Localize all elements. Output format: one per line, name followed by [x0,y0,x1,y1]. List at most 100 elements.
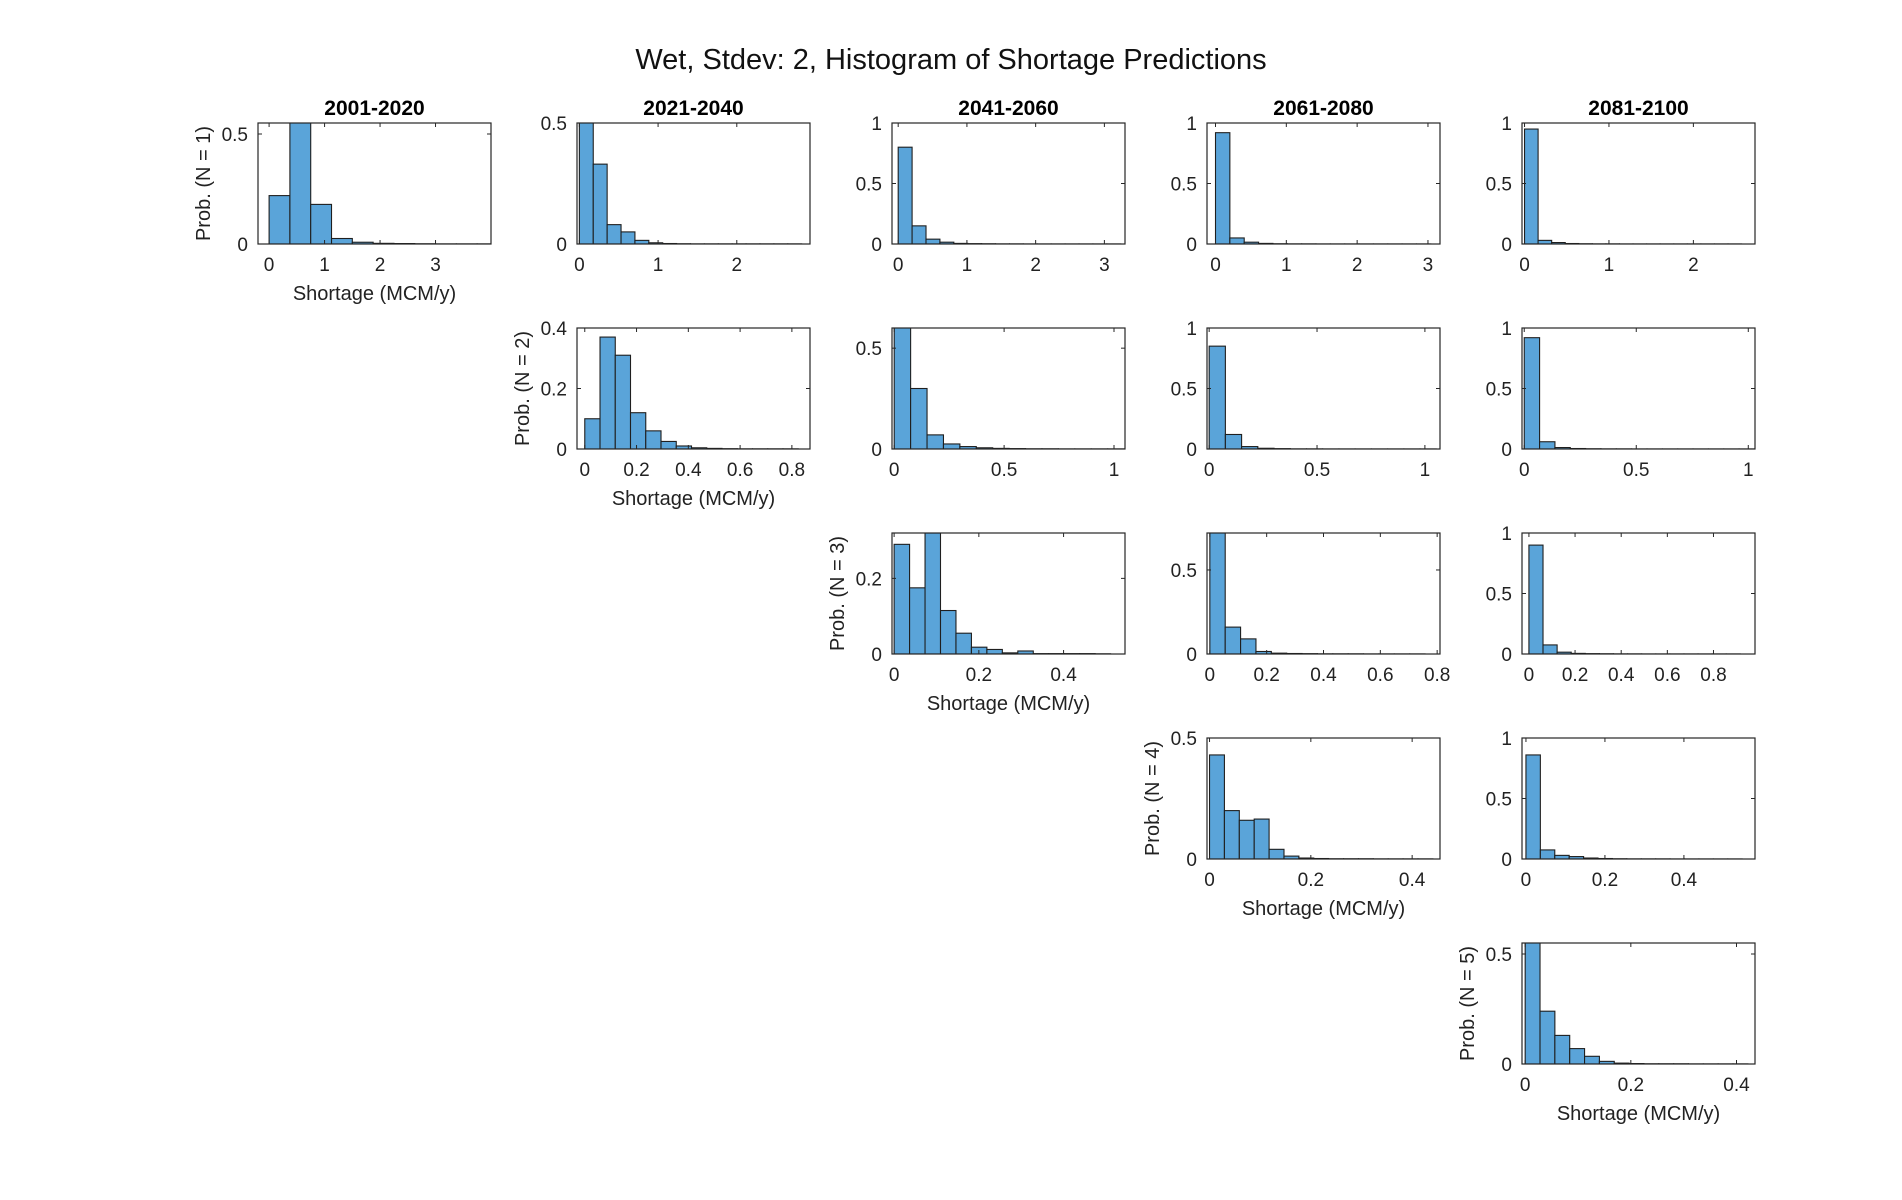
x-tick-label: 1 [962,255,973,276]
x-tick-label: 0.4 [1399,870,1426,891]
x-tick-label: 1 [319,255,330,276]
histogram-bar [1208,345,1226,449]
subplot-title: 2021-2040 [643,97,743,120]
y-tick-label: 0.4 [541,319,568,340]
bars [578,123,803,244]
y-tick-label: 0.5 [1486,380,1512,401]
y-tick-label: 1 [871,114,882,135]
x-tick-label: 0 [1210,255,1221,276]
x-tick-label: 0.6 [1367,665,1393,686]
y-tick-label: 0.5 [541,114,567,135]
y-axis-label: Prob. (N = 3) [827,536,849,651]
x-tick-label: 0 [574,255,585,276]
histogram-bar [1253,818,1270,859]
subplot-r4-c5: 0 0.2 0.4 0 0.5 1 [1486,729,1756,891]
x-tick-label: 3 [1423,255,1434,276]
bars [1523,128,1743,244]
subplot-title: 2001-2020 [324,97,424,120]
histogram-bar [1214,132,1231,244]
x-axis-label: Shortage (MCM/y) [1557,1103,1720,1125]
x-tick-label: 0.4 [1310,665,1337,686]
histogram-bar [330,237,353,244]
y-tick-label: 0 [1501,850,1512,871]
y-axis-label: Prob. (N = 5) [1457,946,1479,1061]
histogram-bar [1209,533,1226,654]
subplot-title: 2081-2100 [1588,97,1688,120]
histogram-bar [942,443,961,449]
histogram-bar [924,533,942,654]
x-tick-label: 0 [1520,1075,1531,1096]
x-tick-label: 0.5 [1623,460,1649,481]
x-tick-label: 2 [375,255,386,276]
subplot-r3-c5: 0 0.2 0.4 0.6 0.8 0 0.5 1 [1486,524,1756,686]
subplot-r1-c5: 0 1 2 0 0.5 1 2081-2100 [1486,97,1756,276]
bars [584,336,799,449]
y-tick-label: 1 [1186,114,1197,135]
histogram-bar [1238,819,1255,859]
histogram-bar [592,163,608,244]
x-tick-label: 2 [1352,255,1363,276]
axes-frame [576,122,811,245]
y-tick-label: 0.5 [856,339,882,360]
y-tick-label: 0.5 [1171,729,1197,750]
y-tick-label: 1 [1186,319,1197,340]
histogram-bar [939,609,957,654]
histogram-bar [955,632,972,654]
axes-frame [1206,327,1441,450]
bars [893,533,1112,654]
bars [893,328,1125,449]
x-tick-label: 0.2 [1618,1075,1644,1096]
x-axis-label: Shortage (MCM/y) [293,283,456,305]
histogram-bar [1539,1010,1556,1064]
axes-frame [891,122,1126,245]
subplot-title: 2041-2060 [958,97,1058,120]
histogram-bar [1528,544,1544,654]
histogram-bar [986,648,1003,654]
axes-frame [891,532,1126,655]
y-tick-label: 0 [1501,1055,1512,1076]
x-tick-label: 0.2 [1562,665,1588,686]
x-tick-label: 0.2 [1253,665,1279,686]
histogram-bar [1524,943,1541,1064]
y-tick-label: 0 [1501,235,1512,256]
subplot-r5-c5: 0 0.2 0.4 0 0.5 Shortage (MCM/y) Prob. (N = 5) [1457,942,1756,1125]
histogram-bar [925,238,941,244]
x-tick-label: 0.5 [991,460,1017,481]
y-tick-label: 0.5 [1486,790,1512,811]
histogram-bar [1584,1055,1600,1064]
y-tick-label: 0 [1501,440,1512,461]
subplot-r3-c4: 0 0.2 0.4 0.6 0.8 0 0.5 [1171,532,1450,686]
y-tick-label: 1 [1501,729,1512,750]
histogram-bar [289,123,312,244]
histogram-bar [1208,754,1225,859]
bars [1214,132,1432,244]
x-tick-label: 0.2 [1592,870,1618,891]
subplot-r2-c4: 0 0.5 1 0 0.5 1 [1171,319,1441,481]
y-tick-label: 0 [1186,850,1197,871]
subplot-r3-c3: 0 0.2 0.4 0 0.2 Shortage (MCM/y) Prob. (N = 3) [827,532,1126,715]
histogram-bar [660,440,677,449]
histogram-bar [1223,810,1240,859]
histogram-bar [1542,644,1558,654]
axes-frame [1206,737,1441,860]
bars [1209,533,1426,654]
bars [897,146,1122,244]
x-tick-label: 2 [1688,255,1699,276]
histogram-bar [1539,849,1556,859]
y-axis-label: Prob. (N = 1) [193,126,215,241]
y-tick-label: 0 [871,440,882,461]
subplot-title: 2061-2080 [1273,97,1373,120]
axes-frame [1206,532,1441,655]
subplot-r4-c4: 0 0.2 0.4 0 0.5 Shortage (MCM/y) Prob. (N = 4) [1142,729,1441,920]
y-tick-label: 0 [1186,440,1197,461]
histogram-bar [1523,337,1541,449]
y-tick-label: 0 [237,235,248,256]
x-tick-label: 0.8 [779,460,805,481]
x-tick-label: 0 [889,460,900,481]
y-tick-label: 0.5 [1171,561,1197,582]
histogram-bar [1569,1048,1586,1064]
y-tick-label: 1 [1501,524,1512,545]
y-tick-label: 0.5 [1486,945,1512,966]
histogram-bar [910,387,928,449]
y-tick-label: 0.2 [856,569,882,590]
